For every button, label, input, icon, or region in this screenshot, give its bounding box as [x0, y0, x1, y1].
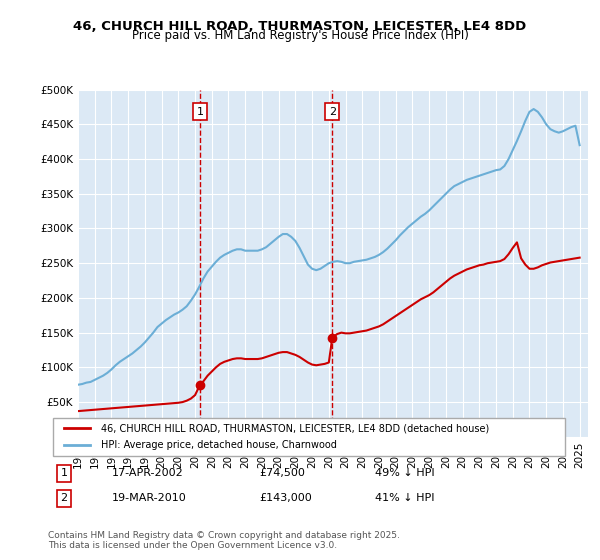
Text: 19-MAR-2010: 19-MAR-2010 [112, 493, 186, 503]
FancyBboxPatch shape [53, 418, 565, 456]
Text: 17-APR-2002: 17-APR-2002 [112, 468, 183, 478]
Text: £143,000: £143,000 [259, 493, 312, 503]
Text: £74,500: £74,500 [259, 468, 305, 478]
Text: 1: 1 [61, 468, 67, 478]
Text: 1: 1 [196, 107, 203, 117]
Text: 2: 2 [329, 107, 336, 117]
Text: HPI: Average price, detached house, Charnwood: HPI: Average price, detached house, Char… [101, 440, 337, 450]
Text: Contains HM Land Registry data © Crown copyright and database right 2025.
This d: Contains HM Land Registry data © Crown c… [48, 530, 400, 550]
Text: 49% ↓ HPI: 49% ↓ HPI [376, 468, 435, 478]
Text: 2: 2 [60, 493, 67, 503]
Text: 46, CHURCH HILL ROAD, THURMASTON, LEICESTER, LE4 8DD (detached house): 46, CHURCH HILL ROAD, THURMASTON, LEICES… [101, 423, 489, 433]
Text: Price paid vs. HM Land Registry's House Price Index (HPI): Price paid vs. HM Land Registry's House … [131, 29, 469, 42]
Text: 46, CHURCH HILL ROAD, THURMASTON, LEICESTER, LE4 8DD: 46, CHURCH HILL ROAD, THURMASTON, LEICES… [73, 20, 527, 32]
Text: 41% ↓ HPI: 41% ↓ HPI [376, 493, 435, 503]
